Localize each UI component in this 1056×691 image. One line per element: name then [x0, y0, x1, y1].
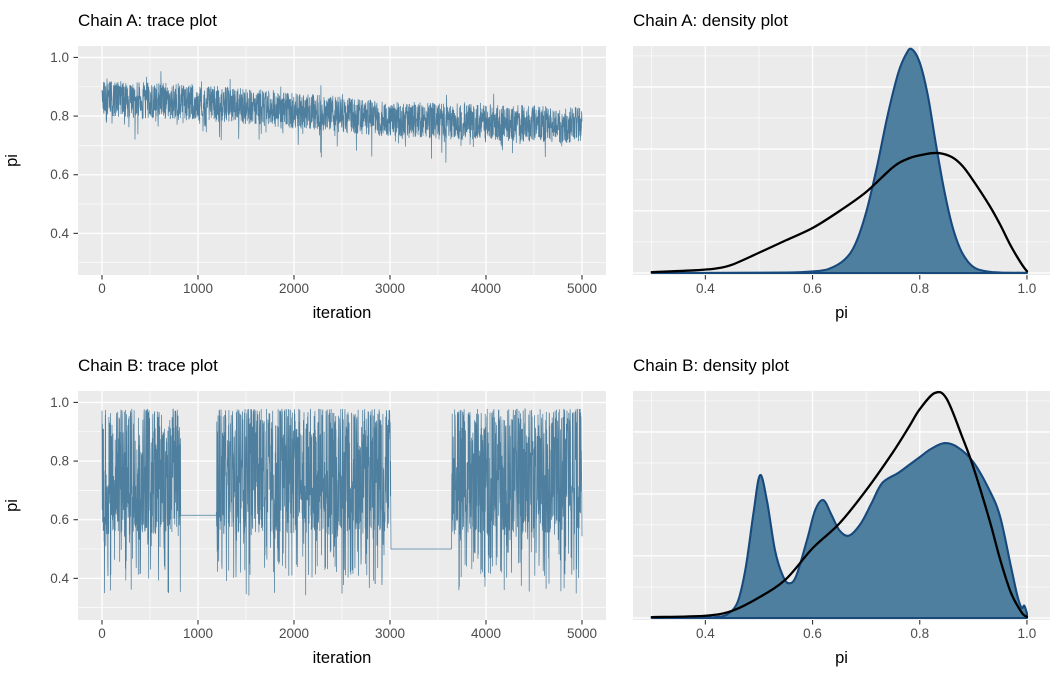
x-tick-label: 1.0	[1018, 626, 1037, 641]
y-tick-label: 0.6	[50, 512, 69, 527]
y-axis-title: pi	[3, 154, 21, 167]
x-axis-title: pi	[835, 649, 848, 667]
chain-b-density-svg: Chain B: density plot 0.4 0.6 0.8 1.0 pi	[633, 356, 1050, 667]
y-tick-label: 0.6	[50, 167, 69, 182]
x-axis-title: pi	[835, 304, 848, 322]
axis-ticks	[704, 620, 1028, 625]
x-tick-label: 3000	[375, 626, 405, 641]
sample-density-area	[650, 47, 1028, 275]
y-tick-label: 0.8	[50, 454, 69, 469]
x-tick-label: 5000	[567, 626, 597, 641]
y-tick-label: 1.0	[50, 50, 69, 65]
axis-ticks	[73, 56, 583, 280]
x-tick-label: 0	[98, 626, 106, 641]
x-tick-label: 4000	[471, 626, 501, 641]
trace-line	[101, 408, 583, 596]
x-tick-label: 5000	[567, 281, 597, 296]
target-density-curve	[650, 390, 1029, 619]
y-tick-label: 0.4	[50, 226, 69, 241]
x-tick-label: 0.6	[803, 626, 822, 641]
x-tick-label: 1.0	[1018, 281, 1037, 296]
y-tick-label: 0.8	[50, 109, 69, 124]
x-tick-label: 1000	[183, 281, 213, 296]
x-tick-label: 0	[98, 281, 106, 296]
plot-panel	[633, 46, 1050, 275]
x-tick-label: 0.8	[910, 281, 929, 296]
x-tick-label: 0.6	[803, 281, 822, 296]
chart-title: Chain A: density plot	[633, 11, 788, 30]
chart-title: Chain B: trace plot	[78, 356, 218, 375]
trace-line	[101, 71, 583, 163]
chain-b-trace-svg: Chain B: trace plot 0 1000 2000 3000 4000 5000…	[3, 356, 606, 667]
chart-title: Chain A: trace plot	[78, 11, 217, 30]
x-axis-title: iteration	[313, 304, 372, 322]
chart-chain-a-density: Chain A: density plot 0.4 0.6 0.8 1.0 pi	[610, 0, 1056, 345]
axis-ticks	[704, 275, 1028, 280]
y-tick-label: 1.0	[50, 395, 69, 410]
y-axis-title: pi	[3, 499, 21, 512]
x-axis-title: iteration	[313, 649, 372, 667]
axis-ticks	[73, 401, 583, 625]
sample-density-area	[650, 442, 1028, 620]
chart-title: Chain B: density plot	[633, 356, 789, 375]
x-tick-label: 2000	[279, 626, 309, 641]
x-tick-label: 2000	[279, 281, 309, 296]
y-tick-label: 0.4	[50, 571, 69, 586]
chain-a-density-svg: Chain A: density plot 0.4 0.6 0.8 1.0 pi	[633, 11, 1050, 322]
chart-chain-b-density: Chain B: density plot 0.4 0.6 0.8 1.0 pi	[610, 345, 1056, 691]
chart-chain-a-trace: Chain A: trace plot 0 1000 2000 3000 4000 5000…	[0, 0, 610, 345]
chart-chain-b-trace: Chain B: trace plot 0 1000 2000 3000 4000 5000…	[0, 345, 610, 691]
x-tick-label: 0.4	[696, 626, 715, 641]
chain-a-trace-svg: Chain A: trace plot 0 1000 2000 3000 4000 5000…	[3, 11, 606, 322]
x-tick-label: 4000	[471, 281, 501, 296]
x-tick-label: 1000	[183, 626, 213, 641]
x-tick-label: 3000	[375, 281, 405, 296]
target-density-curve	[650, 151, 1029, 274]
x-tick-label: 0.4	[696, 281, 715, 296]
x-tick-label: 0.8	[910, 626, 929, 641]
